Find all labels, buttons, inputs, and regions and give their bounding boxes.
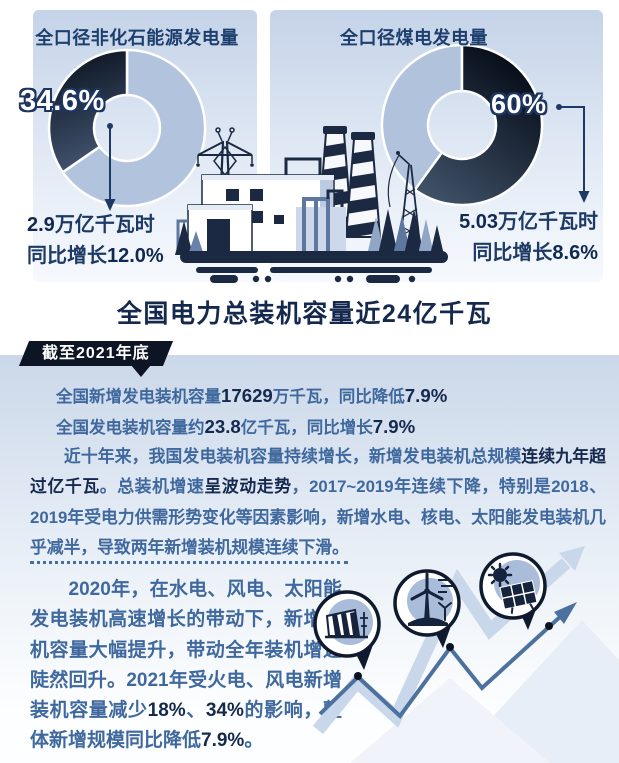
panel-header-coal: 全口径煤电发电量 — [340, 28, 488, 48]
connector-arrow-right — [556, 104, 590, 203]
panel-header-nonfossil: 全口径非化石能源发电量 — [35, 28, 239, 48]
donut-slice-nonfossil — [47, 48, 129, 174]
pine-trees — [175, 209, 444, 255]
donut-chart-nonfossil — [47, 48, 207, 208]
platform-base — [180, 251, 448, 283]
pct-label-nonfossil: 34.6% — [20, 85, 105, 117]
top-charts-and-illustration — [47, 43, 590, 283]
connector-arrow-left — [104, 123, 116, 211]
value-annotation-nonfossil: 2.9万亿千瓦时 同比增长12.0% — [27, 210, 164, 272]
stat-new-capacity: 全国新增发电装机容量17629万千瓦，同比降低7.9% — [56, 385, 448, 406]
value-annotation-coal: 5.03万亿千瓦时 同比增长8.6% — [459, 207, 598, 269]
value-line: 5.03万亿千瓦时 — [459, 211, 598, 233]
paragraph-history: 近十年来，我国发电装机容量持续增长，新增发电装机总规模连续九年超过亿千瓦。总装机… — [30, 447, 606, 558]
data-point-dots — [354, 622, 553, 680]
rising-arrow-trend-illustration — [312, 546, 619, 763]
factory-buildings — [176, 157, 346, 256]
badge-pointer — [131, 365, 151, 377]
mountain-shape — [350, 678, 550, 763]
date-badge-label: 截至2021年底 — [42, 345, 150, 362]
donut-slice-other-left — [61, 48, 207, 208]
donut-slice-other-right — [380, 43, 464, 191]
donut-chart-coal — [380, 43, 544, 207]
growth-line: 同比增长12.0% — [27, 245, 164, 267]
growth-line: 同比增长8.6% — [472, 242, 598, 264]
paragraph-2020: 2020年，在水电、风电、太阳能发电装机高速增长的带动下，新增装机容量大幅提升，… — [30, 579, 342, 752]
wind-turbine-icon — [393, 569, 461, 648]
power-plant-illustration — [175, 126, 448, 283]
light-zigzag-arrow — [312, 546, 585, 735]
hydropower-dam-icon — [313, 590, 381, 670]
pct-label-coal: 60% — [491, 89, 547, 119]
dark-zigzag-arrow — [318, 602, 577, 719]
dotted-divider — [30, 561, 348, 564]
stat-total-capacity: 全国发电装机容量约23.8亿千瓦，同比增长7.9% — [56, 416, 416, 437]
date-badge: 截至2021年底 — [24, 341, 168, 366]
sun-icon — [487, 562, 513, 588]
value-line: 2.9万亿千瓦时 — [27, 214, 155, 236]
donut-slice-coal — [413, 43, 544, 207]
solar-panel-icon — [479, 552, 547, 630]
page-title: 全国电力总装机容量近24亿千瓦 — [116, 300, 493, 328]
